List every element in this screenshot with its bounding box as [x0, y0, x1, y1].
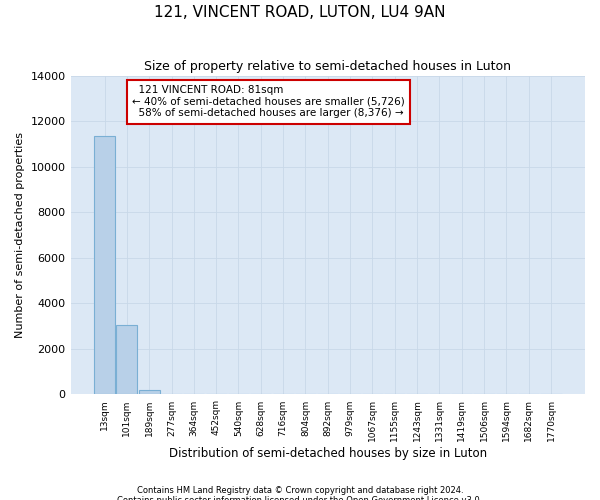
- Text: 121 VINCENT ROAD: 81sqm
← 40% of semi-detached houses are smaller (5,726)
  58% : 121 VINCENT ROAD: 81sqm ← 40% of semi-de…: [132, 85, 405, 118]
- Bar: [116, 325, 137, 394]
- Y-axis label: Number of semi-detached properties: Number of semi-detached properties: [15, 132, 25, 338]
- X-axis label: Distribution of semi-detached houses by size in Luton: Distribution of semi-detached houses by …: [169, 447, 487, 460]
- Title: Size of property relative to semi-detached houses in Luton: Size of property relative to semi-detach…: [144, 60, 511, 73]
- Text: 121, VINCENT ROAD, LUTON, LU4 9AN: 121, VINCENT ROAD, LUTON, LU4 9AN: [154, 5, 446, 20]
- Bar: [139, 390, 160, 394]
- Text: Contains HM Land Registry data © Crown copyright and database right 2024.: Contains HM Land Registry data © Crown c…: [137, 486, 463, 495]
- Bar: [94, 136, 115, 394]
- Text: Contains public sector information licensed under the Open Government Licence v3: Contains public sector information licen…: [118, 496, 482, 500]
